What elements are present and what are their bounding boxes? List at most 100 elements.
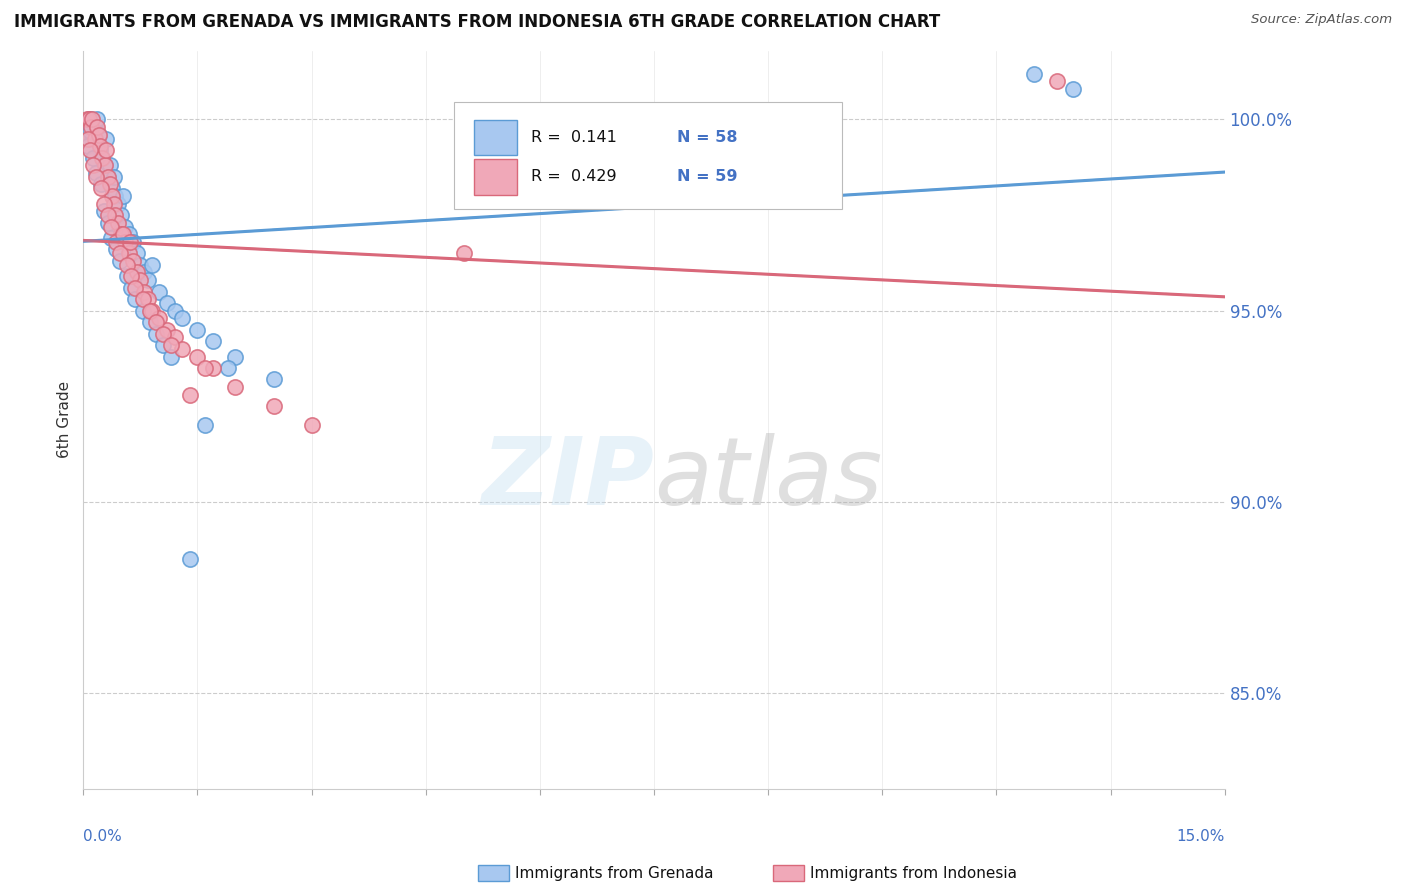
Point [301, 418, 323, 433]
Point [83, 131, 105, 145]
Bar [474, 120, 517, 155]
Point [163, 330, 186, 344]
Point [139, 315, 162, 329]
Point [172, 342, 194, 356]
Point [1024, 67, 1046, 81]
Point [194, 418, 217, 433]
Point [131, 292, 153, 306]
Point [172, 311, 194, 326]
Text: Immigrants from Grenada: Immigrants from Grenada [515, 866, 713, 880]
Point [82, 131, 104, 145]
Point [186, 323, 208, 337]
Point [179, 388, 201, 402]
Point [148, 311, 170, 326]
Point [82, 112, 104, 127]
Point [118, 227, 141, 242]
Point [134, 285, 156, 299]
Point [224, 350, 246, 364]
Point [110, 208, 132, 222]
Point [90, 181, 112, 195]
Point [80, 112, 103, 127]
Point [91, 151, 114, 165]
Text: R =  0.141: R = 0.141 [530, 129, 617, 145]
Point [118, 246, 141, 260]
Point [76, 131, 98, 145]
Point [1062, 82, 1084, 96]
Point [97, 169, 120, 184]
Point [134, 265, 156, 279]
Point [121, 254, 143, 268]
Point [93, 158, 115, 172]
Point [94, 131, 117, 145]
Point [152, 326, 174, 341]
Point [97, 208, 120, 222]
Point [141, 258, 163, 272]
Point [86, 112, 108, 127]
Point [117, 269, 139, 284]
Point [93, 158, 115, 172]
Point [97, 216, 120, 230]
Point [141, 303, 163, 318]
Point [101, 189, 124, 203]
Point [201, 361, 224, 376]
Point [129, 273, 152, 287]
Point [114, 235, 136, 249]
Point [145, 326, 167, 341]
Point [79, 112, 101, 127]
Point [104, 189, 127, 203]
Point [107, 216, 129, 230]
Point [1046, 74, 1069, 88]
Point [156, 323, 179, 337]
Point [117, 258, 139, 272]
Bar [474, 159, 517, 194]
Point [145, 315, 167, 329]
Text: N = 58: N = 58 [676, 129, 737, 145]
Point [156, 296, 179, 310]
Point [159, 338, 181, 352]
Point [263, 399, 285, 413]
Point [163, 303, 186, 318]
Point [125, 246, 148, 260]
FancyBboxPatch shape [454, 103, 842, 210]
Point [125, 265, 148, 279]
Point [87, 128, 110, 142]
Point [94, 143, 117, 157]
Point [136, 273, 159, 287]
Text: 15.0%: 15.0% [1177, 830, 1225, 844]
Point [79, 143, 101, 157]
Point [84, 169, 107, 184]
Point [453, 246, 475, 260]
Point [111, 189, 134, 203]
Point [201, 334, 224, 349]
Point [139, 303, 162, 318]
Point [103, 169, 125, 184]
Point [82, 151, 104, 165]
Point [148, 285, 170, 299]
Point [87, 128, 110, 142]
Point [217, 361, 239, 376]
Point [82, 158, 104, 172]
Point [224, 380, 246, 394]
Text: Immigrants from Indonesia: Immigrants from Indonesia [810, 866, 1017, 880]
Point [186, 350, 208, 364]
Point [104, 208, 127, 222]
Point [76, 139, 98, 153]
Point [76, 112, 98, 127]
Text: atlas: atlas [654, 434, 882, 524]
Point [120, 235, 142, 249]
Text: R =  0.429: R = 0.429 [530, 169, 616, 184]
Point [108, 246, 131, 260]
Text: 0.0%: 0.0% [83, 830, 122, 844]
Point [121, 235, 143, 249]
Point [103, 196, 125, 211]
Point [98, 158, 121, 172]
Point [100, 219, 122, 234]
Point [263, 372, 285, 386]
Point [105, 243, 128, 257]
Point [90, 178, 112, 192]
Point [101, 181, 124, 195]
Point [152, 338, 174, 352]
Point [84, 166, 107, 180]
Text: ZIP: ZIP [481, 433, 654, 524]
Point [129, 258, 152, 272]
